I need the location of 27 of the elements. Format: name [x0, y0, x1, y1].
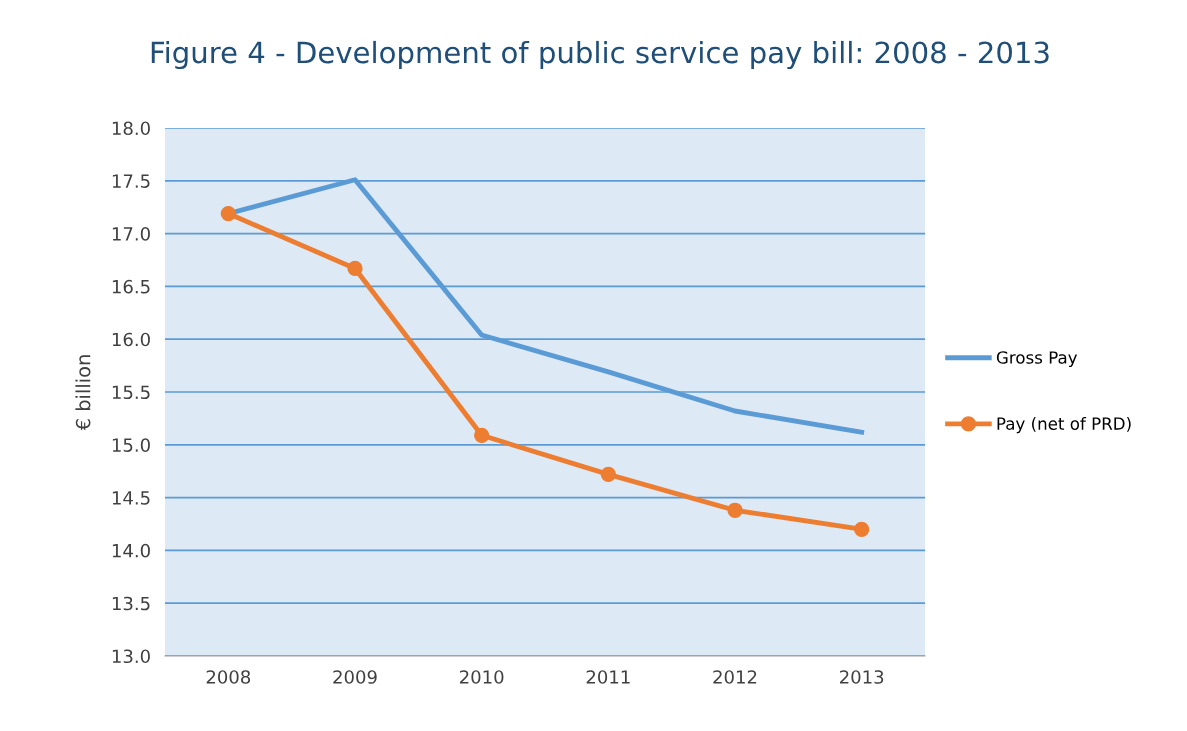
y-tick-label: 18.0 [112, 121, 150, 136]
point [347, 260, 363, 277]
y-tick-label: 16.5 [112, 279, 150, 294]
y-tick-label: 16.0 [112, 332, 150, 347]
point [220, 205, 236, 222]
chart-title: Figure 4 - Development of public service pay bill: 2008 - 2013 [151, 40, 1049, 70]
point [727, 502, 743, 518]
y-tick-label: 15.5 [112, 385, 150, 400]
x-tick-label: 2013 [840, 670, 884, 684]
x-tick-label: 2009 [333, 670, 377, 684]
y-tick-label: 13.5 [112, 596, 150, 611]
y-tick-label: 15.0 [112, 438, 150, 452]
y-tick-label: 14.0 [112, 543, 150, 558]
x-tick-label: 2010 [460, 670, 504, 684]
point [600, 466, 616, 483]
y-tick-label: 14.5 [112, 491, 150, 505]
x-tick-label: 2012 [713, 670, 757, 684]
y-axis-title: € billion [75, 355, 91, 431]
y-tick-label: 17.5 [112, 174, 150, 188]
x-tick-label: 2011 [586, 670, 630, 684]
y-tick-label: 17.0 [112, 227, 150, 241]
legend-label: Pay (net of PRD) [997, 417, 1131, 434]
y-tick-label: 13.0 [112, 649, 150, 664]
x-tick-label: 2008 [206, 670, 251, 684]
point [854, 521, 870, 537]
point [474, 427, 490, 443]
legend-label: Gross Pay [996, 351, 1078, 367]
